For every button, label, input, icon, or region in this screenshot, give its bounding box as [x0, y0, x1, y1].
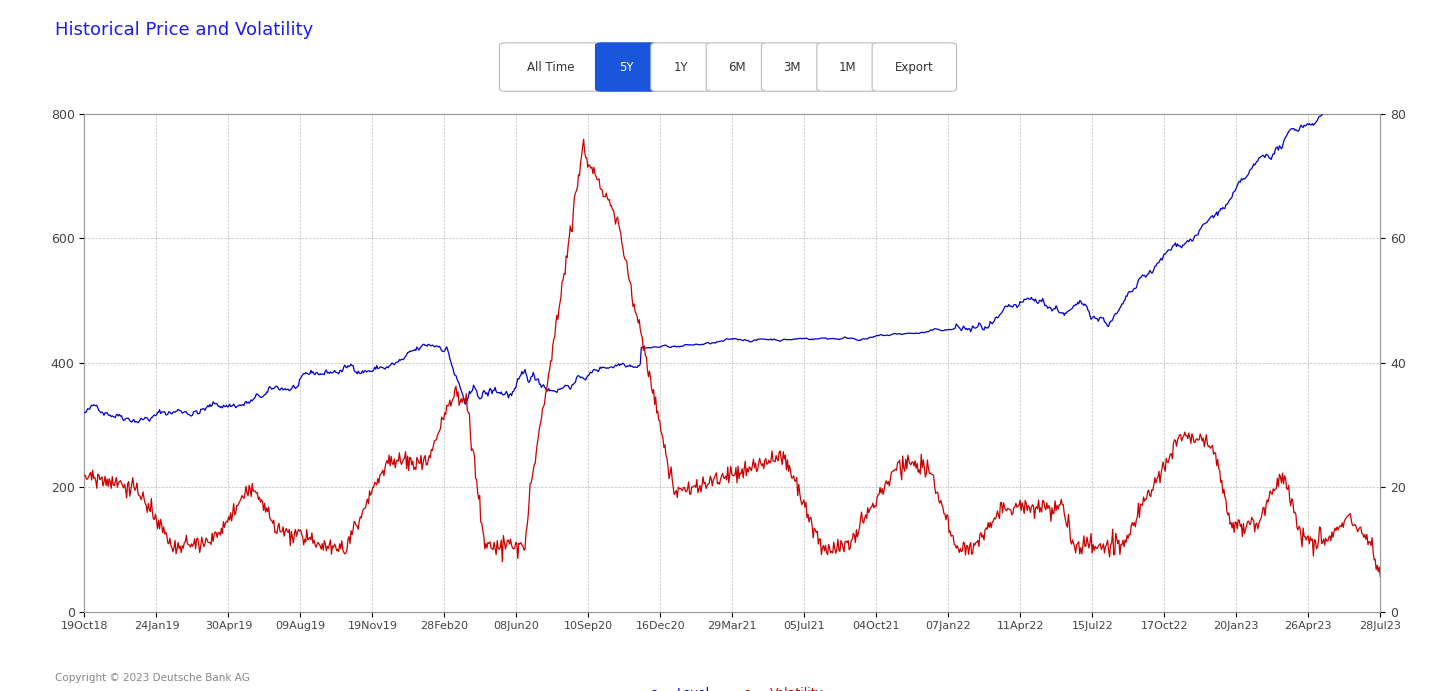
Text: 3M: 3M	[783, 61, 801, 73]
Text: 6M: 6M	[728, 61, 745, 73]
Text: Copyright © 2023 Deutsche Bank AG: Copyright © 2023 Deutsche Bank AG	[55, 673, 250, 683]
Text: 1Y: 1Y	[674, 61, 689, 73]
Text: 5Y: 5Y	[619, 61, 633, 73]
Legend: Level, Volatility: Level, Volatility	[636, 683, 828, 691]
Text: Historical Price and Volatility: Historical Price and Volatility	[55, 21, 313, 39]
Text: Export: Export	[895, 61, 933, 73]
Text: All Time: All Time	[527, 61, 574, 73]
Text: 1M: 1M	[839, 61, 856, 73]
